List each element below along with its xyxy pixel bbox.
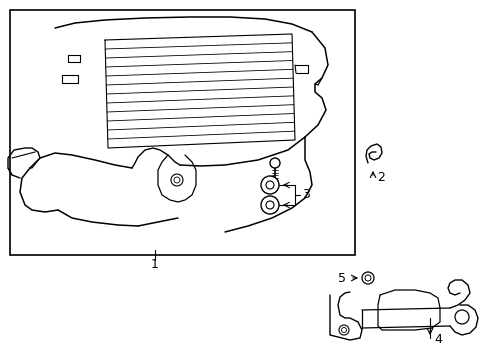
Text: 4: 4 xyxy=(434,333,442,346)
Circle shape xyxy=(339,325,349,335)
Text: 2: 2 xyxy=(377,171,385,184)
Text: 1: 1 xyxy=(151,258,159,271)
Circle shape xyxy=(362,272,374,284)
Bar xyxy=(10,10,355,255)
Circle shape xyxy=(266,181,274,189)
Circle shape xyxy=(261,196,279,214)
Circle shape xyxy=(174,177,180,183)
Circle shape xyxy=(455,310,469,324)
Text: 5: 5 xyxy=(338,272,346,285)
Circle shape xyxy=(365,275,371,281)
Text: 3: 3 xyxy=(302,188,310,201)
Circle shape xyxy=(270,158,280,168)
Circle shape xyxy=(171,174,183,186)
Circle shape xyxy=(342,328,346,333)
Circle shape xyxy=(266,201,274,209)
Circle shape xyxy=(261,176,279,194)
